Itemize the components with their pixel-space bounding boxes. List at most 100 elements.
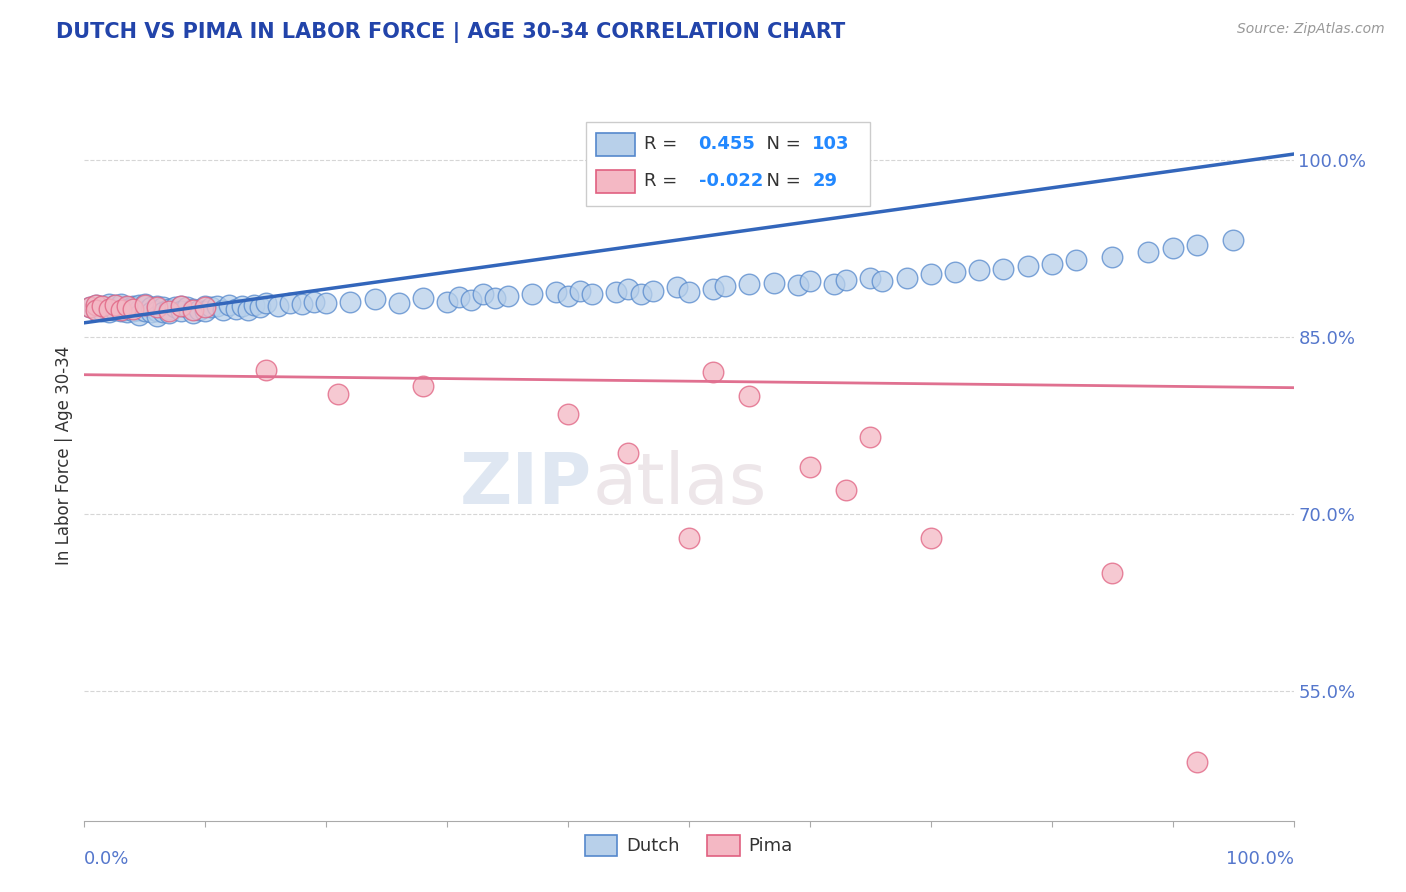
Point <box>702 365 724 379</box>
Text: 103: 103 <box>813 135 849 153</box>
Point <box>231 299 253 313</box>
FancyBboxPatch shape <box>596 169 634 193</box>
Point <box>134 299 156 313</box>
Point <box>194 304 217 318</box>
Point <box>128 298 150 312</box>
Point <box>665 280 688 294</box>
Point <box>1185 755 1208 769</box>
Text: 29: 29 <box>813 171 838 190</box>
Point <box>799 275 821 289</box>
Point <box>104 298 127 312</box>
Point <box>823 277 845 291</box>
Point <box>212 302 235 317</box>
Point <box>835 483 858 498</box>
Point <box>134 304 156 318</box>
FancyBboxPatch shape <box>596 133 634 156</box>
Point <box>943 265 966 279</box>
Point <box>678 285 700 299</box>
Point <box>557 288 579 302</box>
Point <box>617 445 640 459</box>
Point <box>194 301 217 315</box>
Text: R =: R = <box>644 135 683 153</box>
Point <box>181 302 204 317</box>
Point <box>291 297 314 311</box>
Point <box>993 261 1015 276</box>
Point <box>236 302 259 317</box>
Point <box>91 304 114 318</box>
Point <box>1161 242 1184 256</box>
Point <box>152 305 174 319</box>
Point <box>569 284 592 298</box>
Point <box>157 306 180 320</box>
Point <box>170 304 193 318</box>
Point <box>128 308 150 322</box>
Point <box>328 386 350 401</box>
Point <box>702 282 724 296</box>
Text: N =: N = <box>755 171 807 190</box>
FancyBboxPatch shape <box>586 122 870 206</box>
Text: 0.455: 0.455 <box>699 135 755 153</box>
Point <box>176 301 198 315</box>
Point <box>1101 566 1123 580</box>
Point <box>110 297 132 311</box>
Point <box>738 389 761 403</box>
Point <box>115 301 138 316</box>
Text: N =: N = <box>755 135 807 153</box>
Point <box>97 305 120 319</box>
Point <box>86 302 108 317</box>
Point <box>188 302 211 317</box>
Point <box>146 309 169 323</box>
Point <box>339 294 361 309</box>
Point <box>1040 257 1063 271</box>
Point <box>835 273 858 287</box>
Point <box>110 299 132 313</box>
Point <box>581 287 603 301</box>
Point <box>134 297 156 311</box>
Point <box>128 302 150 317</box>
Point <box>388 295 411 310</box>
Point <box>115 301 138 315</box>
Point <box>79 301 101 315</box>
Point <box>225 301 247 316</box>
Point <box>79 301 101 315</box>
Point <box>86 302 108 317</box>
Point <box>91 299 114 313</box>
Point <box>1222 233 1244 247</box>
Point <box>557 407 579 421</box>
Point <box>242 298 264 312</box>
Point <box>859 430 882 444</box>
Point <box>605 285 627 299</box>
Point <box>920 268 942 282</box>
Point <box>460 293 482 308</box>
Point <box>97 301 120 315</box>
Point <box>157 301 180 316</box>
Point <box>472 287 495 301</box>
Point <box>1137 245 1160 260</box>
Point <box>267 299 290 313</box>
Point <box>157 304 180 318</box>
Point <box>278 295 301 310</box>
Text: 0.0%: 0.0% <box>84 850 129 868</box>
Point <box>544 285 567 299</box>
Point <box>115 305 138 319</box>
Point <box>859 271 882 285</box>
Point <box>1185 238 1208 252</box>
Point <box>896 271 918 285</box>
Point <box>152 301 174 315</box>
Point <box>146 301 169 315</box>
Point <box>967 262 990 277</box>
Point <box>115 299 138 313</box>
Text: Source: ZipAtlas.com: Source: ZipAtlas.com <box>1237 22 1385 37</box>
Point <box>484 291 506 305</box>
Point <box>86 298 108 312</box>
Point <box>920 531 942 545</box>
Point <box>104 302 127 317</box>
Point <box>738 277 761 291</box>
Text: ZIP: ZIP <box>460 450 592 518</box>
Y-axis label: In Labor Force | Age 30-34: In Labor Force | Age 30-34 <box>55 345 73 565</box>
Point <box>121 299 143 313</box>
Legend: Dutch, Pima: Dutch, Pima <box>578 828 800 863</box>
Point <box>254 295 277 310</box>
Point <box>207 299 229 313</box>
Text: DUTCH VS PIMA IN LABOR FORCE | AGE 30-34 CORRELATION CHART: DUTCH VS PIMA IN LABOR FORCE | AGE 30-34… <box>56 22 845 44</box>
